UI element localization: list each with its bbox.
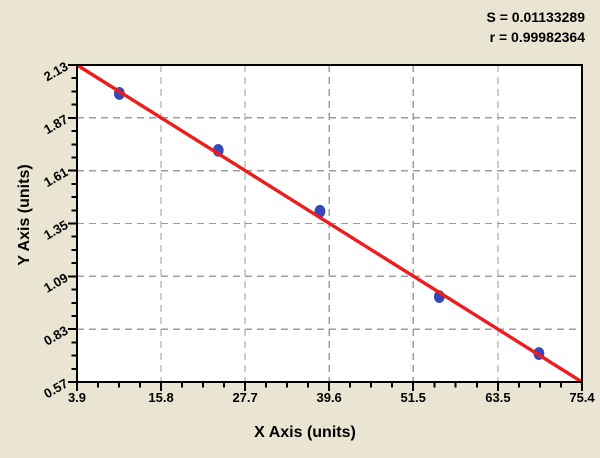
x-axis-title: X Axis (units) xyxy=(254,424,356,441)
stat-s-value: S = 0.01133289 xyxy=(486,9,586,25)
x-tick-label: 51.5 xyxy=(401,390,426,405)
regression-line xyxy=(76,63,583,384)
x-tick-label: 63.5 xyxy=(485,390,510,405)
y-tick-label: 1.09 xyxy=(41,270,70,296)
y-tick-label: 1.61 xyxy=(41,164,70,190)
x-tick-label: 3.9 xyxy=(68,390,86,405)
y-tick-label: 1.87 xyxy=(41,111,70,137)
fit-statistics: S = 0.01133289 r = 0.99982364 xyxy=(487,7,586,47)
y-tick-label: 1.35 xyxy=(41,217,70,243)
y-axis-title: Y Axis (units) xyxy=(16,164,33,266)
x-tick-label: 39.6 xyxy=(316,390,341,405)
y-tick-label: 2.13 xyxy=(41,59,70,85)
x-tick-label: 27.7 xyxy=(232,390,257,405)
y-tick-label: 0.83 xyxy=(41,323,70,349)
plot-frame xyxy=(76,64,583,383)
x-tick-label: 75.4 xyxy=(569,390,595,405)
y-tick-label: 0.57 xyxy=(41,376,70,402)
stat-r-value: r = 0.99982364 xyxy=(489,29,585,45)
x-tick-label: 15.8 xyxy=(148,390,173,405)
